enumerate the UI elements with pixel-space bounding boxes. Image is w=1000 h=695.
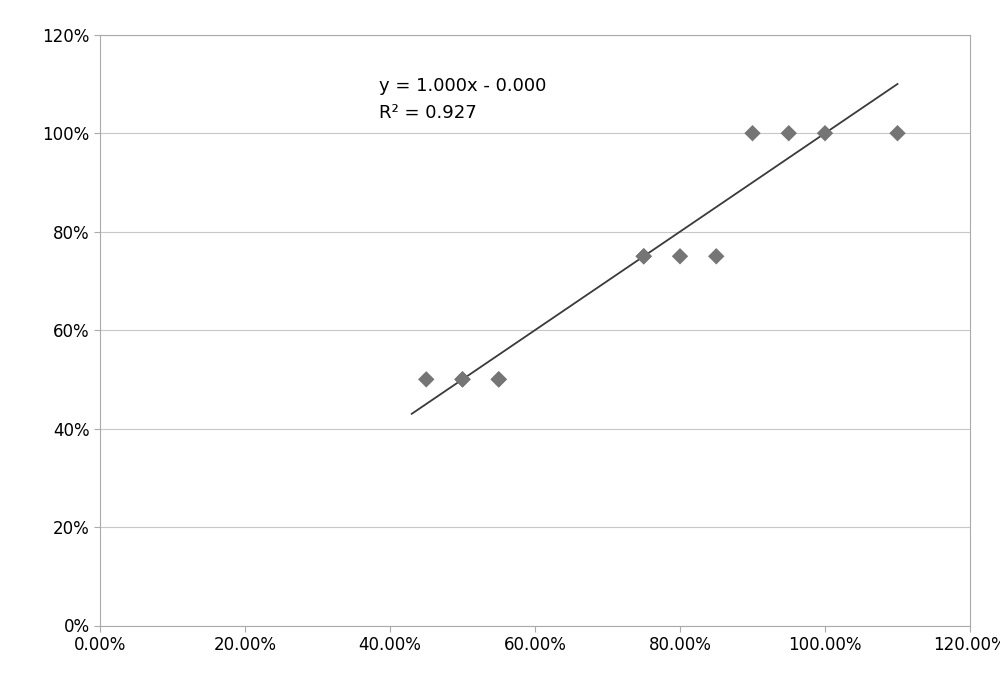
Point xyxy=(636,251,652,262)
Point xyxy=(636,251,652,262)
Point xyxy=(817,128,833,139)
Point xyxy=(418,374,434,385)
Point xyxy=(672,251,688,262)
Text: y = 1.000x - 0.000: y = 1.000x - 0.000 xyxy=(379,76,546,95)
Point xyxy=(454,374,471,385)
Point xyxy=(491,374,507,385)
Point xyxy=(454,374,471,385)
Point xyxy=(744,128,761,139)
Point xyxy=(491,374,507,385)
Point xyxy=(781,128,797,139)
Point xyxy=(890,128,906,139)
Point xyxy=(708,251,724,262)
Text: R² = 0.927: R² = 0.927 xyxy=(379,104,477,122)
